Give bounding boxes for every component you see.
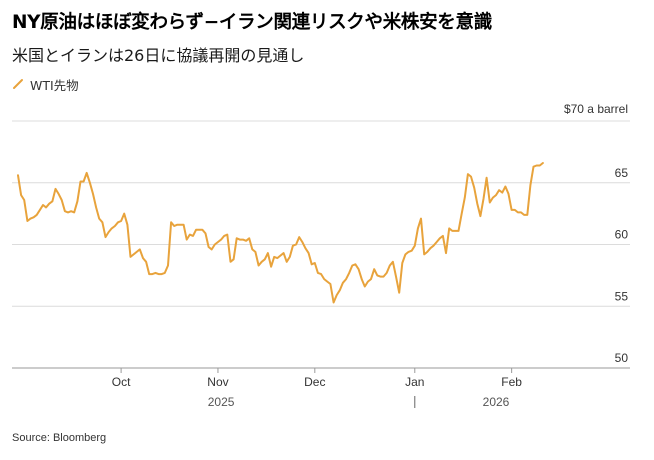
x-tick-label-feb: Feb	[501, 375, 522, 389]
chart-title: NY原油はほぼ変わらず−イラン関連リスクや米株安を意識	[12, 12, 492, 33]
x-tick-label-nov: Nov	[207, 375, 228, 389]
y-tick-label-65: 65	[615, 166, 629, 180]
legend-line-icon	[13, 79, 23, 89]
series-line-0	[17, 162, 544, 304]
year-label-2025: 2025	[208, 395, 235, 409]
x-tick-label-oct: Oct	[112, 375, 131, 389]
y-tick-label-50: 50	[615, 351, 629, 365]
y-axis-unit-label: $70 a barrel	[564, 102, 628, 116]
y-tick-label-60: 60	[615, 228, 629, 242]
chart-subtitle: 米国とイランは26日に協議再開の見通し	[12, 46, 305, 65]
year-label-2026: 2026	[483, 395, 510, 409]
legend-label: WTI先物	[30, 77, 79, 93]
x-tick-label-jan: Jan	[405, 375, 424, 389]
chart-legend: WTI先物	[12, 74, 79, 94]
source-note: Source: Bloomberg	[12, 432, 107, 444]
x-tick-label-dec: Dec	[304, 375, 325, 389]
y-tick-label-55: 55	[615, 289, 629, 303]
